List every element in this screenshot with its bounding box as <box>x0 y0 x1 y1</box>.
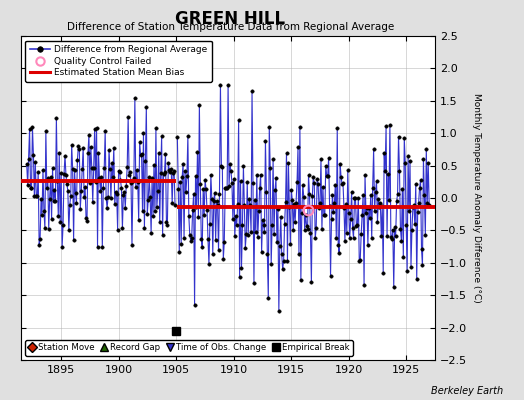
Legend: Station Move, Record Gap, Time of Obs. Change, Empirical Break: Station Move, Record Gap, Time of Obs. C… <box>25 340 353 356</box>
Text: Difference of Station Temperature Data from Regional Average: Difference of Station Temperature Data f… <box>67 22 394 32</box>
Text: Berkeley Earth: Berkeley Earth <box>431 386 503 396</box>
Y-axis label: Monthly Temperature Anomaly Difference (°C): Monthly Temperature Anomaly Difference (… <box>473 93 482 303</box>
Text: GREEN HILL: GREEN HILL <box>176 10 286 28</box>
